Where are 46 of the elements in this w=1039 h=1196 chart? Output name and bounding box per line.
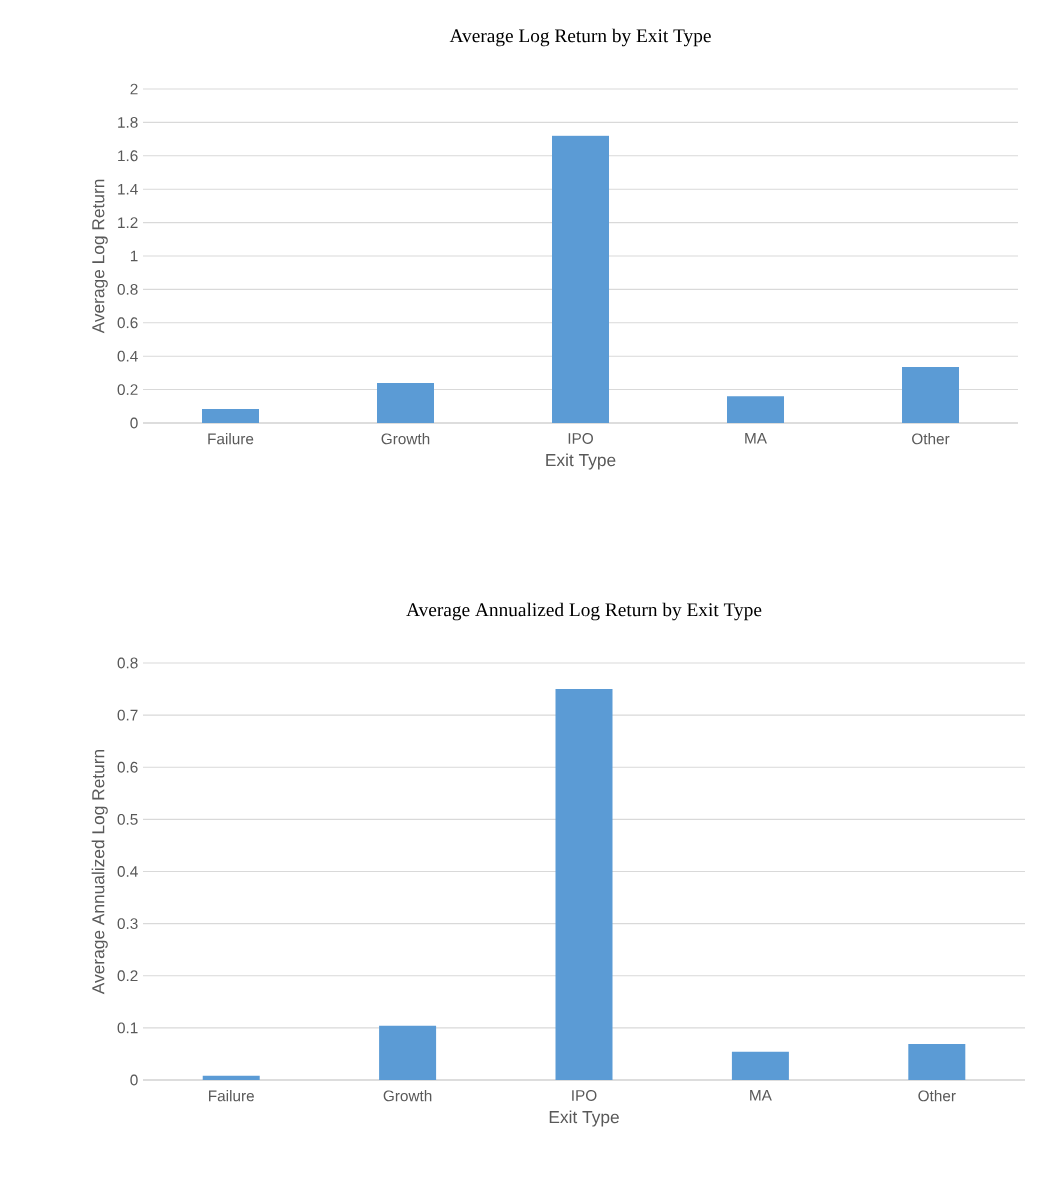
x-tick-label: MA	[745, 433, 767, 444]
y-tick-label: 0.6	[117, 317, 138, 329]
y-tick-label: 0.7	[117, 709, 138, 721]
y-tick-label: 1.4	[118, 183, 138, 195]
x-tick-label: IPO	[572, 1090, 597, 1101]
y-tick-label: 1	[130, 250, 138, 262]
y-tick-label: 0.2	[117, 384, 138, 396]
bar	[202, 408, 259, 423]
y-tick-label: 0.8	[117, 283, 138, 295]
bar	[731, 1051, 789, 1080]
x-tick-label: IPO	[568, 433, 593, 444]
y-tick-label: 0.8	[117, 657, 138, 669]
y-tick-label: 0.6	[117, 761, 138, 773]
x-tick-label: Failure	[209, 1090, 254, 1102]
chart-title: Average Annualized Log Return by Exit Type	[406, 602, 762, 621]
bar	[727, 396, 785, 423]
bar	[902, 367, 960, 423]
x-axis-title: Exit Type	[549, 1110, 619, 1127]
x-tick-label: Other	[918, 1090, 956, 1102]
y-tick-label: 0.2	[117, 970, 138, 982]
y-axis-title: Average Log Return	[92, 179, 108, 334]
chart-title: Average Log Return by Exit Type	[449, 28, 711, 47]
y-tick-label: 1.2	[118, 217, 138, 228]
x-tick-label: Growth	[383, 1090, 432, 1102]
y-axis-title: Average Annualized Log Return	[91, 749, 108, 995]
y-tick-label: 0	[130, 417, 138, 429]
y-tick-label: 2	[130, 83, 138, 95]
x-tick-label: Other	[912, 433, 950, 445]
x-axis-title: Exit Type	[546, 453, 616, 470]
y-tick-label: 0.1	[117, 1022, 138, 1034]
bar	[377, 382, 435, 423]
x-tick-label: Growth	[381, 433, 430, 445]
x-tick-label: MA	[750, 1090, 772, 1101]
x-tick-label: Failure	[208, 433, 254, 445]
bar	[552, 135, 610, 423]
y-tick-label: 0	[130, 1074, 138, 1086]
bar	[555, 689, 613, 1080]
y-tick-label: 0.3	[117, 918, 138, 930]
y-tick-label: 1.8	[118, 116, 138, 128]
bar	[908, 1044, 966, 1080]
bar	[379, 1025, 437, 1080]
y-tick-label: 1.6	[118, 150, 138, 162]
y-tick-label: 0.4	[117, 350, 138, 362]
y-tick-label: 0.4	[117, 866, 138, 877]
bar	[202, 1075, 260, 1080]
y-tick-label: 0.5	[117, 813, 138, 825]
